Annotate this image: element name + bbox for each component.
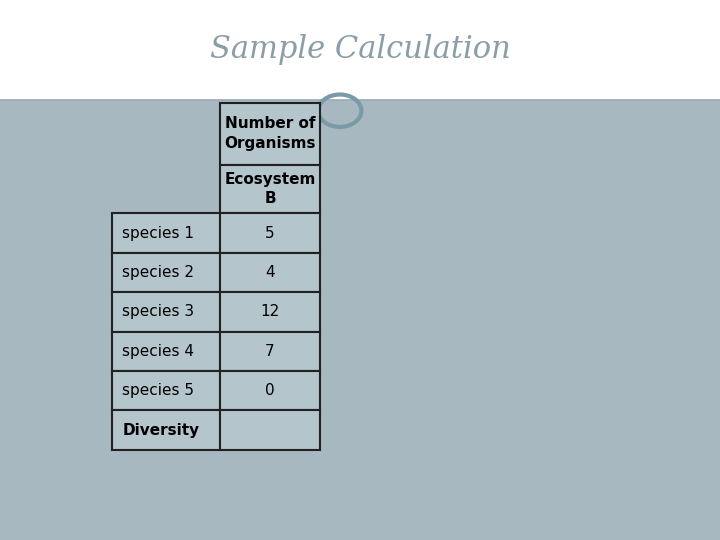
FancyBboxPatch shape: [220, 410, 320, 450]
Text: 5: 5: [265, 226, 275, 240]
FancyBboxPatch shape: [112, 332, 220, 371]
Text: species 4: species 4: [122, 344, 194, 359]
FancyBboxPatch shape: [220, 332, 320, 371]
FancyBboxPatch shape: [112, 292, 220, 332]
Text: Number of
Organisms: Number of Organisms: [224, 116, 316, 151]
FancyBboxPatch shape: [220, 213, 320, 253]
Text: species 2: species 2: [122, 265, 194, 280]
Text: 12: 12: [261, 305, 279, 319]
Text: Ecosystem
B: Ecosystem B: [225, 172, 315, 206]
FancyBboxPatch shape: [220, 371, 320, 410]
FancyBboxPatch shape: [112, 213, 220, 253]
FancyBboxPatch shape: [220, 292, 320, 332]
FancyBboxPatch shape: [112, 165, 220, 213]
Text: 0: 0: [265, 383, 275, 398]
FancyBboxPatch shape: [220, 165, 320, 213]
FancyBboxPatch shape: [0, 0, 720, 100]
Text: Sample Calculation: Sample Calculation: [210, 35, 510, 65]
Text: 4: 4: [265, 265, 275, 280]
FancyBboxPatch shape: [220, 253, 320, 292]
Text: Diversity: Diversity: [122, 423, 199, 437]
FancyBboxPatch shape: [112, 410, 220, 450]
FancyBboxPatch shape: [220, 103, 320, 165]
FancyBboxPatch shape: [112, 253, 220, 292]
Text: 7: 7: [265, 344, 275, 359]
Text: species 5: species 5: [122, 383, 194, 398]
FancyBboxPatch shape: [112, 371, 220, 410]
Text: species 1: species 1: [122, 226, 194, 240]
FancyBboxPatch shape: [112, 103, 220, 165]
Text: species 3: species 3: [122, 305, 194, 319]
